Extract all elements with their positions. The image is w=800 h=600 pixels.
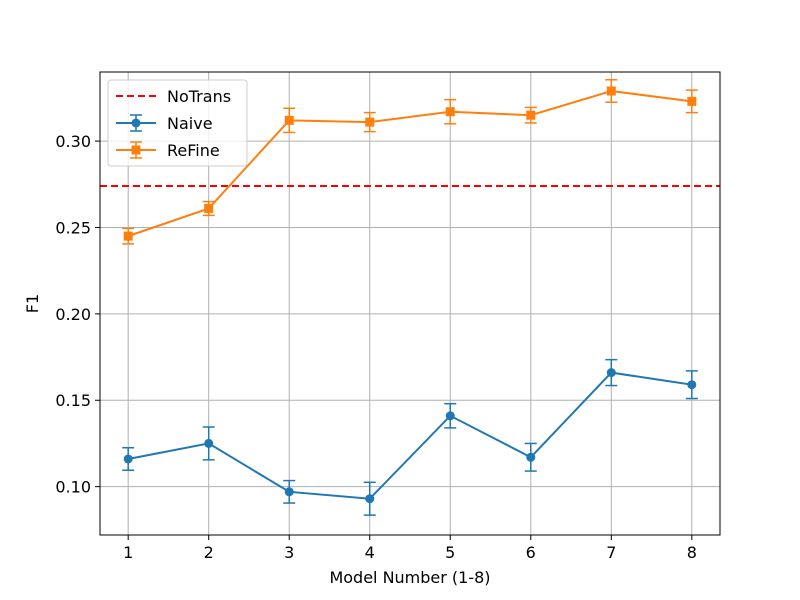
data-point bbox=[123, 231, 133, 241]
legend-label: Naive bbox=[167, 114, 213, 133]
data-point bbox=[123, 454, 133, 464]
x-tick-label: 3 bbox=[284, 543, 294, 562]
legend-label: NoTrans bbox=[167, 87, 231, 106]
x-axis-title: Model Number (1-8) bbox=[329, 568, 490, 587]
legend: NoTrans Naive ReFine bbox=[107, 79, 248, 167]
data-point bbox=[445, 411, 455, 421]
legend-item: ReFine bbox=[116, 141, 220, 160]
grid bbox=[100, 72, 720, 535]
series-line bbox=[127, 89, 692, 238]
legend-marker bbox=[131, 118, 141, 128]
legend-item: NoTrans bbox=[116, 87, 231, 106]
legend-marker bbox=[131, 145, 141, 155]
series-line bbox=[127, 371, 692, 500]
series-refine bbox=[122, 79, 698, 245]
data-point bbox=[284, 487, 294, 497]
data-point bbox=[284, 115, 294, 125]
data-point bbox=[687, 380, 697, 390]
data-point bbox=[526, 110, 536, 120]
data-point bbox=[606, 86, 616, 96]
data-point bbox=[204, 438, 214, 448]
series-naive bbox=[122, 358, 698, 516]
y-tick-label: 0.30 bbox=[55, 132, 91, 151]
legend-item: Naive bbox=[116, 114, 213, 133]
x-tick-label: 5 bbox=[445, 543, 455, 562]
data-point bbox=[204, 203, 214, 213]
legend-label: ReFine bbox=[167, 141, 220, 160]
data-point bbox=[445, 107, 455, 117]
x-tick-label: 1 bbox=[123, 543, 133, 562]
x-tick-label: 6 bbox=[526, 543, 536, 562]
y-axis-title: F1 bbox=[23, 294, 42, 313]
x-tick-label: 4 bbox=[365, 543, 375, 562]
data-point bbox=[526, 452, 536, 462]
data-point bbox=[365, 494, 375, 504]
y-tick-label: 0.20 bbox=[55, 305, 91, 324]
y-tick-label: 0.25 bbox=[55, 218, 91, 237]
data-point bbox=[606, 368, 616, 378]
legend-box bbox=[107, 79, 248, 167]
data-series bbox=[122, 79, 698, 516]
plot-area-frame bbox=[99, 71, 721, 536]
y-tick-label: 0.10 bbox=[55, 478, 91, 497]
data-point bbox=[687, 96, 697, 106]
axis-ticks: 1 2 3 4 5 6 7 8 0.10 0.15 0.20 0.25 0.30 bbox=[55, 132, 697, 562]
x-tick-label: 8 bbox=[687, 543, 697, 562]
data-point bbox=[365, 117, 375, 127]
y-tick-label: 0.15 bbox=[55, 391, 91, 410]
x-tick-label: 2 bbox=[204, 543, 214, 562]
x-tick-label: 7 bbox=[606, 543, 616, 562]
